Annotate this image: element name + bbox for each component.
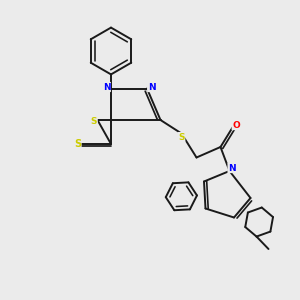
Text: N: N [148,82,155,91]
Text: O: O [232,121,240,130]
Text: N: N [103,82,110,91]
Text: N: N [228,164,236,172]
Text: S: S [91,117,97,126]
Text: S: S [178,133,185,142]
Text: S: S [74,139,81,149]
